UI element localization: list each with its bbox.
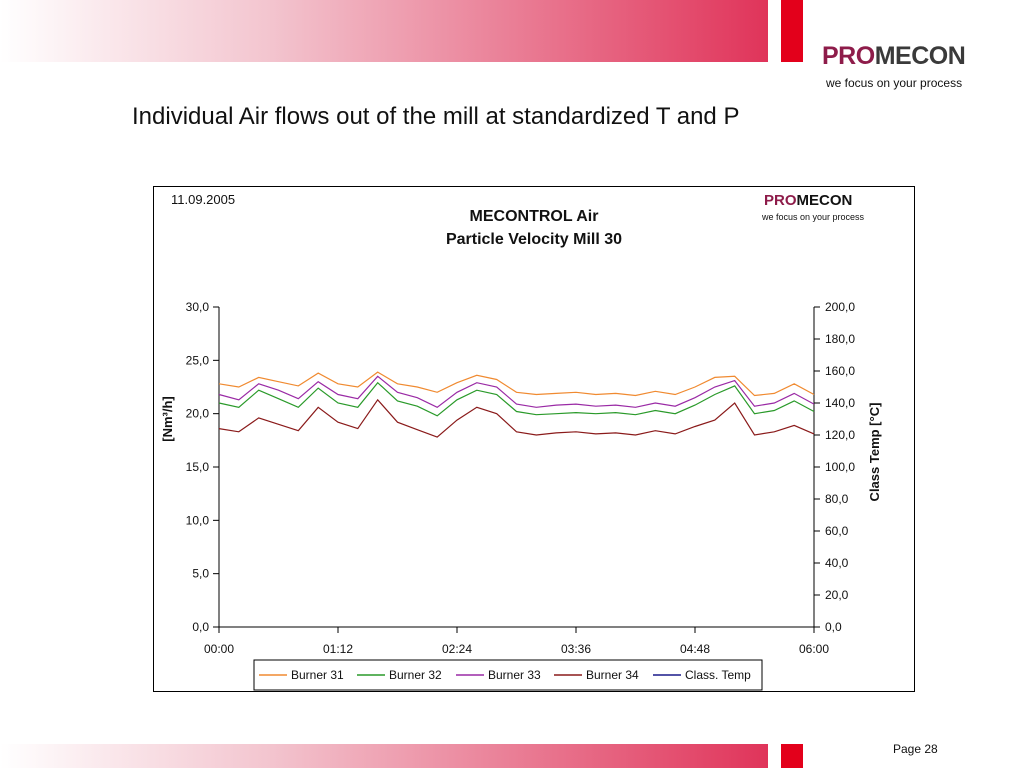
bottom-red-block <box>781 744 803 768</box>
chart-logo-tagline: we focus on your process <box>761 212 865 222</box>
y2-tick-label: 80,0 <box>825 492 849 506</box>
logo-tagline: we focus on your process <box>826 76 963 90</box>
x-tick-label: 02:24 <box>442 642 472 656</box>
chart-title: MECONTROL Air <box>470 208 599 225</box>
y2-tick-label: 60,0 <box>825 524 849 538</box>
bottom-gradient-band <box>0 744 768 768</box>
line-chart: 11.09.2005 MECONTROL Air Particle Veloci… <box>160 192 882 691</box>
y-tick-label: 10,0 <box>186 513 210 527</box>
y2-tick-label: 200,0 <box>825 300 855 314</box>
y2-tick-label: 100,0 <box>825 460 855 474</box>
legend-item: Burner 33 <box>488 668 541 682</box>
series-line-burner-31 <box>218 371 815 397</box>
y-tick-label: 5,0 <box>192 567 209 581</box>
y-tick-label: 30,0 <box>186 300 210 314</box>
y-tick-label: 15,0 <box>186 460 210 474</box>
page-number: Page 28 <box>893 742 938 756</box>
series-line-burner-34 <box>218 398 815 438</box>
y-tick-label: 0,0 <box>192 620 209 634</box>
y2-tick-label: 0,0 <box>825 620 842 634</box>
y2-tick-label: 180,0 <box>825 332 855 346</box>
y2-tick-label: 40,0 <box>825 556 849 570</box>
series-line-burner-32 <box>218 381 815 417</box>
legend-item: Burner 34 <box>586 668 639 682</box>
top-gradient-band <box>0 0 768 62</box>
chart-logo: PROMECON <box>764 192 852 209</box>
legend-item: Burner 32 <box>389 668 442 682</box>
chart-frame: 11.09.2005 MECONTROL Air Particle Veloci… <box>153 186 915 692</box>
chart-subtitle: Particle Velocity Mill 30 <box>446 231 622 248</box>
y2-tick-label: 20,0 <box>825 588 849 602</box>
top-red-block <box>781 0 803 62</box>
promecon-logo: PROMECON <box>822 42 966 70</box>
series-line-burner-33 <box>218 375 815 408</box>
y2-axis-label: Class Temp [°C] <box>867 403 882 502</box>
legend-item: Class. Temp <box>685 668 751 682</box>
x-tick-label: 01:12 <box>323 642 353 656</box>
y2-tick-label: 140,0 <box>825 396 855 410</box>
y2-tick-label: 120,0 <box>825 428 855 442</box>
x-tick-label: 04:48 <box>680 642 710 656</box>
legend-item: Burner 31 <box>291 668 344 682</box>
chart-date: 11.09.2005 <box>171 192 235 207</box>
x-tick-label: 00:00 <box>204 642 234 656</box>
y-axis-label: [Nm³/h] <box>160 396 175 442</box>
y-tick-label: 25,0 <box>186 353 210 367</box>
slide-title: Individual Air flows out of the mill at … <box>132 103 740 130</box>
x-tick-label: 06:00 <box>799 642 829 656</box>
x-tick-label: 03:36 <box>561 642 591 656</box>
y2-tick-label: 160,0 <box>825 364 855 378</box>
y-tick-label: 20,0 <box>186 407 210 421</box>
